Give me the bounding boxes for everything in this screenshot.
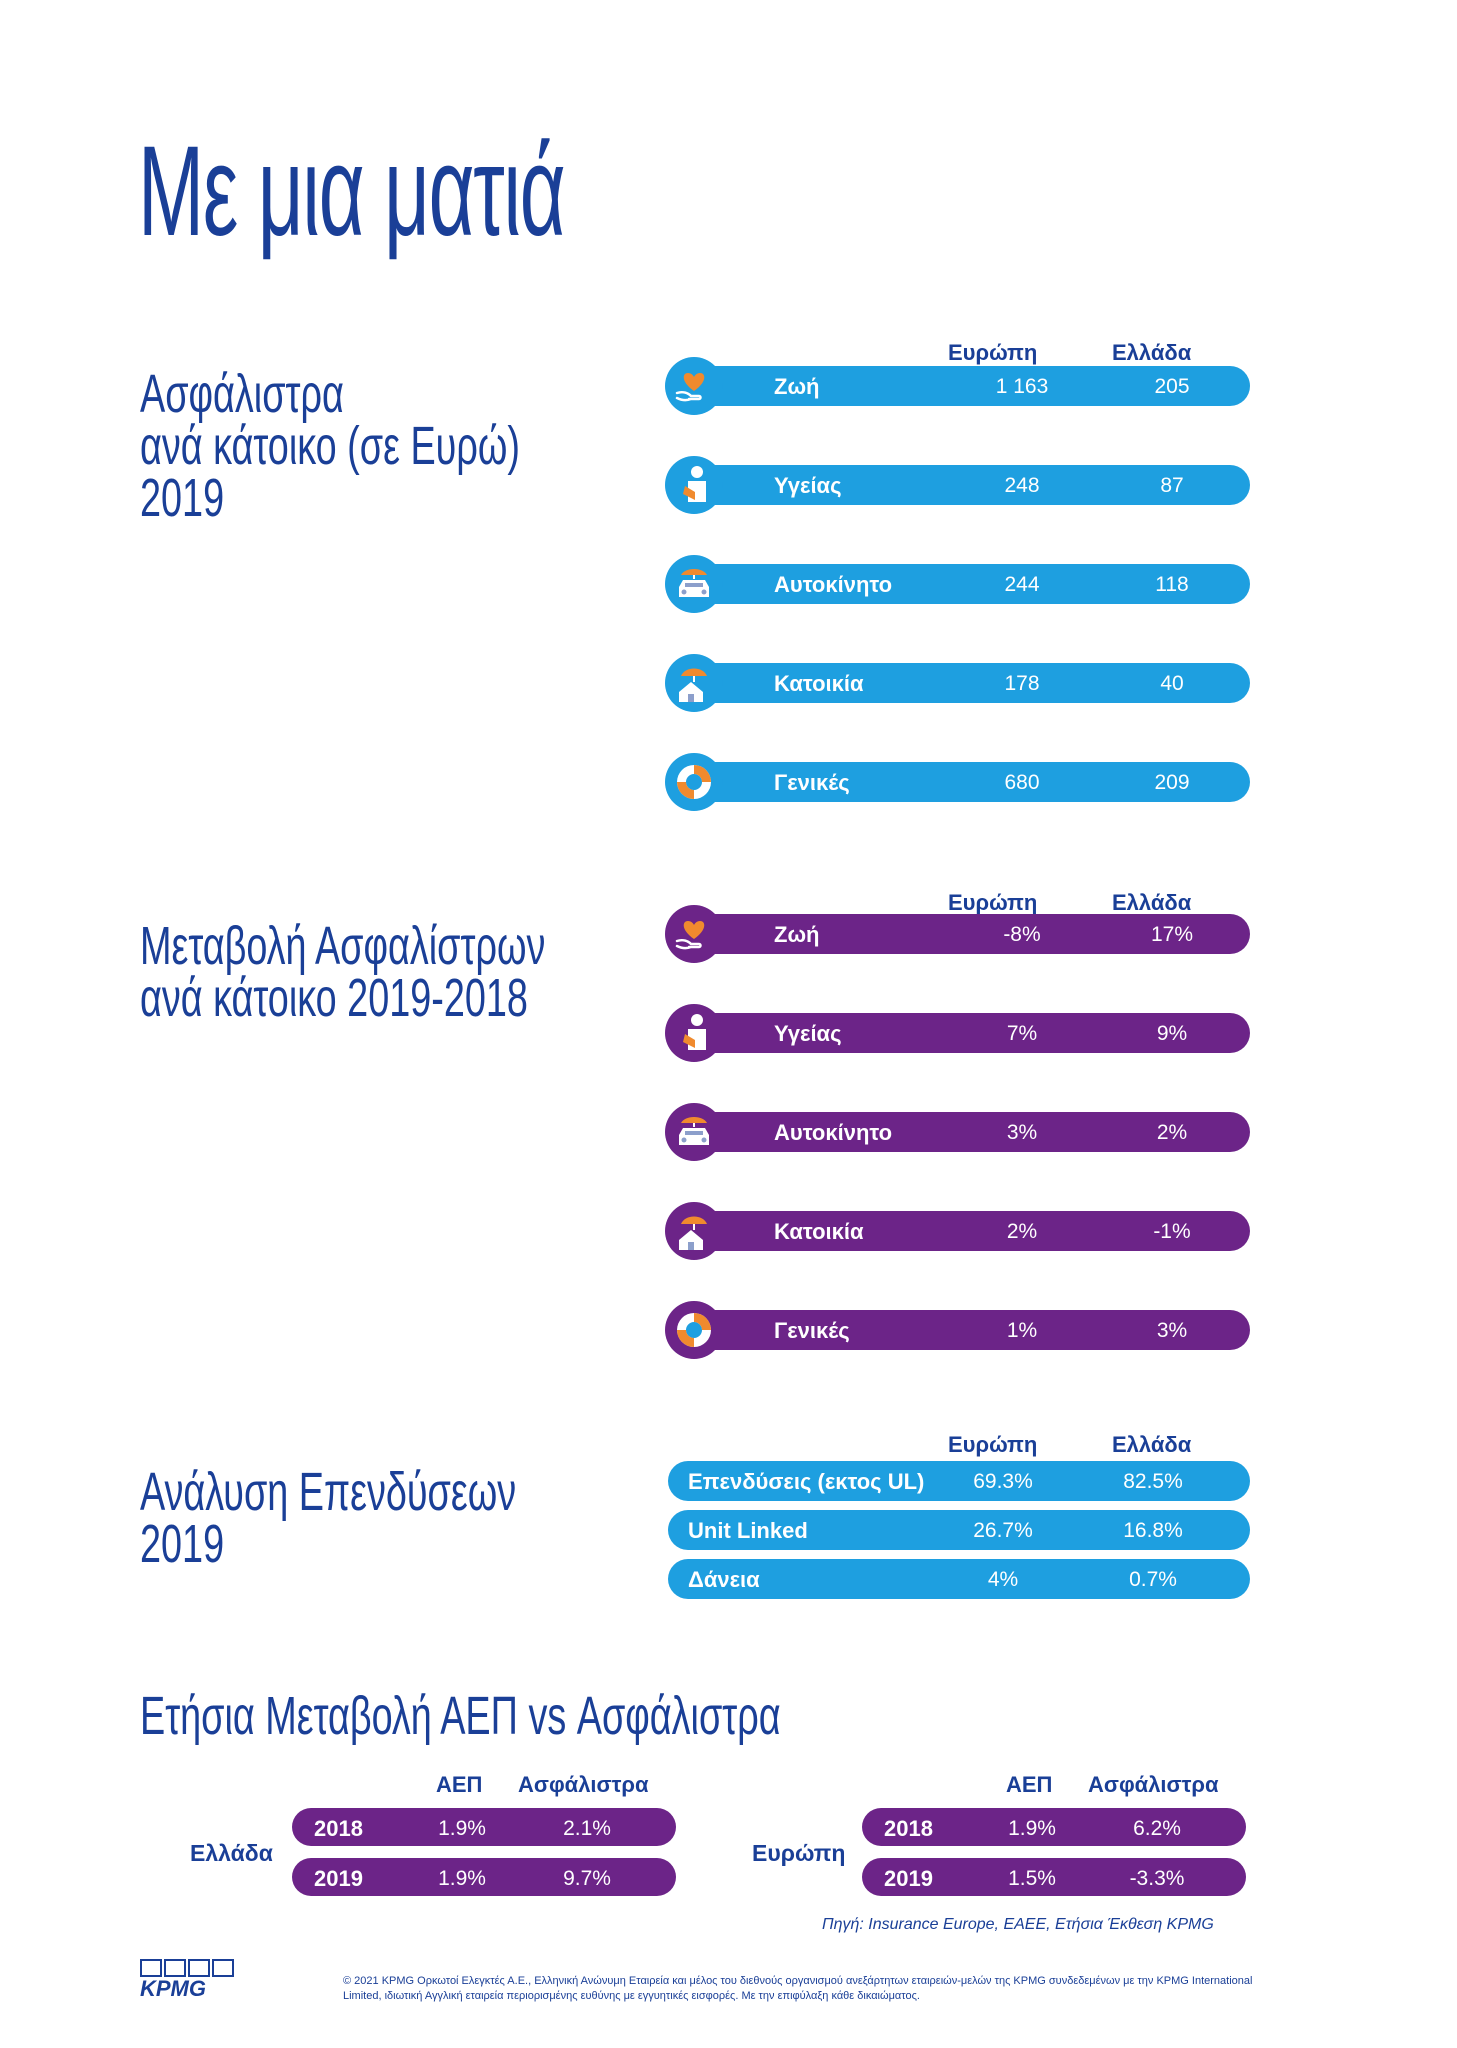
greece-value: 82.5% [1123, 1470, 1183, 1493]
heart-hand-icon [665, 357, 723, 415]
lifebuoy-icon [665, 1301, 723, 1359]
premiums-row-3: Κατοικία 178 40 [692, 663, 1250, 703]
col-head-greece: Ελλάδα [1112, 340, 1192, 365]
gdp-title: Ετήσια Μεταβολή ΑΕΠ vs Ασφάλιστρα [140, 1686, 781, 1746]
row-label: Αυτοκίνητο [774, 572, 893, 597]
europe-value: 2% [1006, 1220, 1038, 1243]
greece-value: 9% [1156, 1022, 1188, 1045]
row-label: Γενικές [774, 1318, 850, 1343]
premiums-title: Ασφάλιστρα ανά κάτοικο (σε Ευρώ) 2019 [140, 364, 520, 528]
greece-value: 205 [1154, 375, 1190, 398]
row-label: Κατοικία [774, 671, 864, 696]
gdp-europe-row-2019: 2019 1.5% -3.3% [862, 1858, 1246, 1896]
investments-row-1: Unit Linked 26.7% 16.8% [668, 1510, 1250, 1550]
premiums-row-4: Γενικές 680 209 [692, 762, 1250, 802]
europe-value: 69.3% [973, 1470, 1033, 1493]
europe-value: -8% [1003, 923, 1041, 946]
change-row-4: Γενικές 1% 3% [692, 1310, 1250, 1350]
greece-value: 209 [1154, 771, 1190, 794]
europe-value: 1% [1006, 1319, 1038, 1342]
investments-row-2: Δάνεια 4% 0.7% [668, 1559, 1250, 1599]
row-label: Υγείας [774, 473, 842, 498]
injured-person-icon [665, 1004, 723, 1062]
europe-value: 248 [1004, 474, 1040, 497]
greece-value: -1% [1153, 1220, 1191, 1243]
row-label: Κατοικία [774, 1219, 864, 1244]
gdp-col-europe: ΑΕΠ [1006, 1772, 1053, 1797]
change-row-0: Ζωή -8% 17% [692, 914, 1250, 954]
source-note: Πηγή: Insurance Europe, ΕΑΕΕ, Ετήσια Έκθ… [822, 1916, 1214, 1933]
europe-value: 680 [1004, 771, 1040, 794]
row-label: Ζωή [774, 922, 820, 947]
europe-value: 244 [1004, 573, 1040, 596]
row-label: Ζωή [774, 374, 820, 399]
change-title: Μεταβολή Ασφαλίστρων ανά κάτοικο 2019-20… [140, 916, 546, 1028]
greece-value: 3% [1156, 1319, 1188, 1342]
europe-value: 7% [1006, 1022, 1038, 1045]
greece-value: 17% [1150, 923, 1194, 946]
row-label: Γενικές [774, 770, 850, 795]
greece-value: 2% [1156, 1121, 1188, 1144]
country-europe: Ευρώπη [752, 1840, 846, 1866]
investments-title: Ανάλυση Επενδύσεων 2019 [140, 1462, 517, 1574]
kpmg-logo: KPMG [140, 1958, 240, 2003]
injured-person-icon [665, 456, 723, 514]
gdp-europe-row-2018: 2018 1.9% 6.2% [862, 1808, 1246, 1846]
row-label: Επενδύσεις (εκτος UL) [688, 1469, 925, 1494]
house-umbrella-icon [665, 654, 723, 712]
change-row-2: Αυτοκίνητο 3% 2% [692, 1112, 1250, 1152]
house-umbrella-icon [665, 1202, 723, 1260]
col-head-greece-3: Ελλάδα [1112, 1432, 1192, 1457]
greece-value: 0.7% [1129, 1568, 1177, 1591]
heart-hand-icon [665, 905, 723, 963]
europe-value: 178 [1004, 672, 1040, 695]
page-title: Με μια ματιά [138, 120, 566, 263]
gdp-greece-row-2018: 2018 1.9% 2.1% [292, 1808, 676, 1846]
premiums-col-greece: Ασφάλιστρα [518, 1772, 649, 1797]
col-head-greece-2: Ελλάδα [1112, 890, 1192, 915]
greece-value: 118 [1155, 573, 1189, 596]
premiums-row-1: Υγείας 248 87 [692, 465, 1250, 505]
greece-value: 16.8% [1123, 1519, 1183, 1542]
col-head-europe-2: Ευρώπη [948, 890, 1038, 915]
row-label: Αυτοκίνητο [774, 1120, 893, 1145]
row-label: Υγείας [774, 1021, 842, 1046]
europe-value: 1 163 [995, 375, 1049, 398]
gdp-greece-row-2019: 2019 1.9% 9.7% [292, 1858, 676, 1896]
premiums-col-europe: Ασφάλιστρα [1088, 1772, 1219, 1797]
europe-value: 4% [987, 1568, 1019, 1591]
footer-legal: © 2021 KPMG Ορκωτοί Ελεγκτές Α.Ε., Ελλην… [343, 1975, 1253, 2002]
change-row-3: Κατοικία 2% -1% [692, 1211, 1250, 1251]
car-umbrella-icon [665, 1103, 723, 1161]
row-label: Unit Linked [688, 1518, 808, 1543]
col-head-europe-3: Ευρώπη [948, 1432, 1038, 1457]
greece-value: 40 [1160, 672, 1184, 695]
change-row-1: Υγείας 7% 9% [692, 1013, 1250, 1053]
lifebuoy-icon [665, 753, 723, 811]
greece-value: 87 [1160, 474, 1184, 497]
investments-row-0: Επενδύσεις (εκτος UL) 69.3% 82.5% [668, 1461, 1250, 1501]
premiums-row-2: Αυτοκίνητο 244 118 [692, 564, 1250, 604]
car-umbrella-icon [665, 555, 723, 613]
gdp-col-greece: ΑΕΠ [436, 1772, 483, 1797]
europe-value: 3% [1006, 1121, 1038, 1144]
svg-text:KPMG: KPMG [140, 1976, 206, 1998]
row-label: Δάνεια [688, 1567, 760, 1592]
premiums-row-0: Ζωή 1 163 205 [692, 366, 1250, 406]
country-greece: Ελλάδα [190, 1840, 273, 1866]
europe-value: 26.7% [973, 1519, 1033, 1542]
col-head-europe: Ευρώπη [948, 340, 1038, 365]
